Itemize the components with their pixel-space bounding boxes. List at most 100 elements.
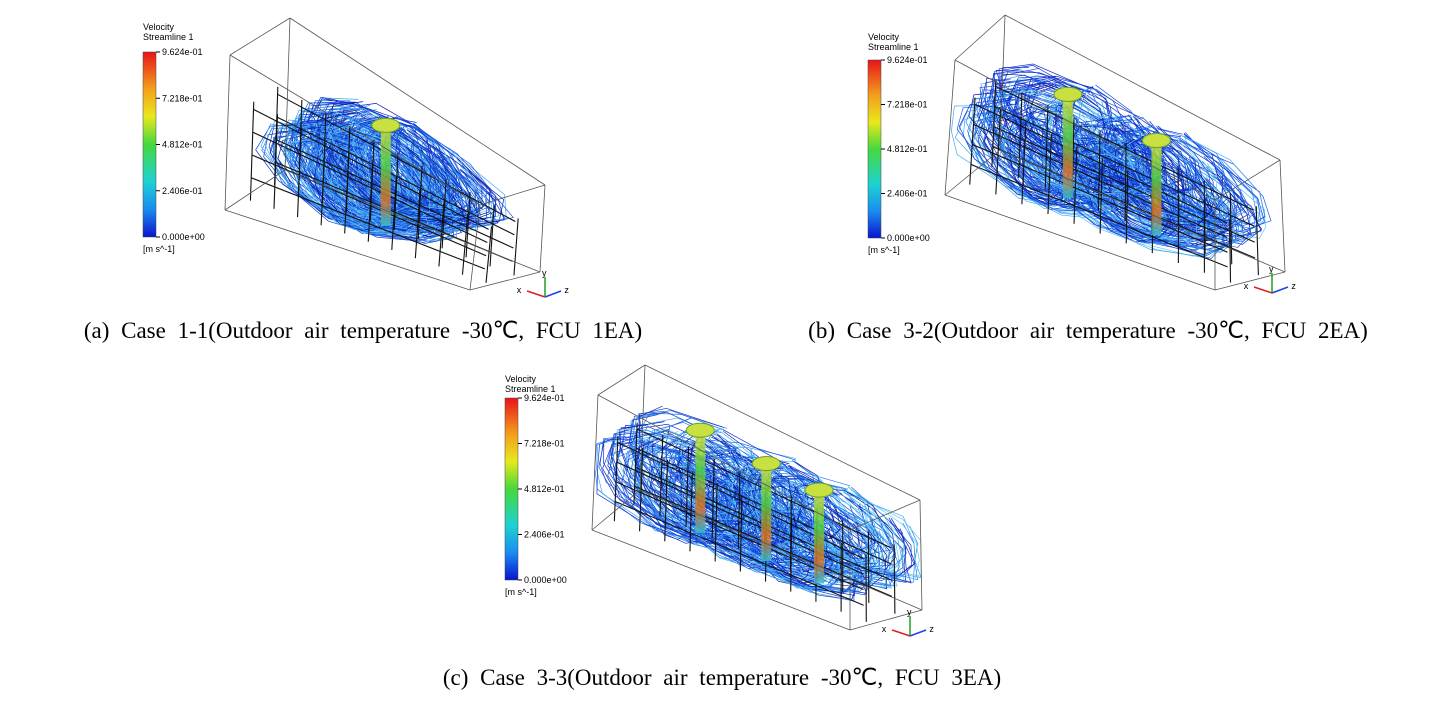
colorbar-tick-label: 9.624e-01 (887, 55, 928, 65)
streamline (995, 89, 1142, 195)
rack-post (1203, 180, 1206, 254)
legend-title: Velocity (505, 374, 537, 384)
streamline (598, 438, 765, 547)
axis-arrow (891, 629, 911, 637)
axis-arrow (1271, 286, 1289, 294)
streamline (612, 448, 732, 545)
legend-subtitle: Streamline 1 (505, 384, 556, 394)
axis-label: x (517, 285, 522, 295)
streamline (648, 452, 700, 540)
legend-unit: [m s^-1] (143, 244, 175, 254)
streamline (333, 137, 420, 220)
streamline (341, 121, 451, 214)
streamline (989, 118, 1091, 210)
legend-title: Velocity (868, 32, 900, 42)
streamline (958, 104, 1131, 214)
rack-beam (277, 93, 516, 222)
domain-edge (539, 184, 546, 273)
colorbar (867, 59, 882, 239)
domain-edge (591, 529, 851, 631)
rack-beam (614, 501, 864, 606)
streamline (1027, 137, 1226, 257)
streamline (1041, 107, 1082, 190)
rack-post (274, 86, 279, 185)
domain-edge (1214, 159, 1281, 201)
streamline (801, 485, 892, 564)
fcu-unit (804, 482, 834, 498)
racks (249, 86, 519, 283)
caption: (c) Case 3-3(Outdoor air temperature -30… (443, 665, 1001, 690)
streamline (1125, 132, 1218, 221)
streamline (730, 465, 815, 553)
axis-label: z (929, 624, 934, 634)
streamline (1101, 146, 1208, 229)
rack-post (1229, 193, 1233, 265)
rack-post (414, 188, 421, 259)
domain-edge (999, 149, 1286, 273)
rack-post (1047, 134, 1052, 215)
axis-arrow (526, 290, 546, 298)
domain-edge (289, 17, 546, 186)
domain-edge (1279, 159, 1286, 273)
domain-edge (954, 14, 1006, 61)
streamline (1095, 165, 1172, 238)
rack-post (461, 213, 469, 275)
axis-label: y (1269, 264, 1274, 274)
domain-edge (919, 499, 923, 611)
rack-post (345, 126, 351, 213)
rack-post (393, 152, 399, 231)
streamline (614, 440, 744, 541)
rack-post (297, 99, 303, 194)
rack-beam (994, 106, 1255, 227)
streamline (1066, 133, 1244, 241)
rack-post (893, 543, 896, 614)
colorbar-tick-label: 4.812e-01 (887, 144, 928, 154)
colorbar-tick-label: 0.000e+00 (524, 575, 567, 585)
colorbar-tick-label: 2.406e-01 (524, 530, 565, 540)
rack-post (969, 97, 976, 185)
streamline (294, 138, 423, 231)
legend-unit: [m s^-1] (868, 245, 900, 255)
streamline (748, 486, 887, 588)
fcu-jet (1062, 94, 1073, 199)
streamline (325, 121, 448, 219)
domain-edge (639, 489, 923, 611)
streamline (725, 494, 872, 592)
axis-label: z (564, 285, 569, 295)
rack-beam (251, 177, 486, 270)
streamline (753, 469, 922, 579)
streamline (316, 127, 445, 226)
domain-edge (644, 364, 921, 501)
legend-subtitle: Streamline 1 (868, 42, 919, 52)
legend-subtitle: Streamline 1 (143, 32, 194, 42)
colorbar (504, 397, 519, 581)
rack-beam (973, 123, 1228, 239)
streamline (615, 429, 783, 541)
streamline (1140, 133, 1224, 213)
streamline (316, 107, 480, 222)
streamline (655, 433, 762, 520)
streamline (984, 118, 1102, 206)
rack-post (1021, 121, 1027, 205)
rack-post (369, 139, 375, 222)
rack-post (513, 218, 519, 276)
streamline (264, 120, 457, 240)
legend-title: Velocity (143, 22, 175, 32)
domain-edge (479, 184, 546, 206)
domain-edge (639, 364, 646, 491)
streamline (1100, 133, 1239, 229)
streamline (1108, 161, 1174, 236)
domain-edge (224, 169, 286, 211)
colorbar-tick-label: 7.218e-01 (162, 93, 203, 103)
domain-edge (999, 14, 1006, 151)
streamline (778, 509, 827, 581)
rack-beam (253, 108, 489, 230)
rack-post (1125, 170, 1129, 244)
fcu-unit (1053, 86, 1083, 102)
rack-post (685, 446, 690, 528)
colorbar-tick-label: 9.624e-01 (162, 47, 203, 57)
rack-beam (276, 116, 515, 236)
